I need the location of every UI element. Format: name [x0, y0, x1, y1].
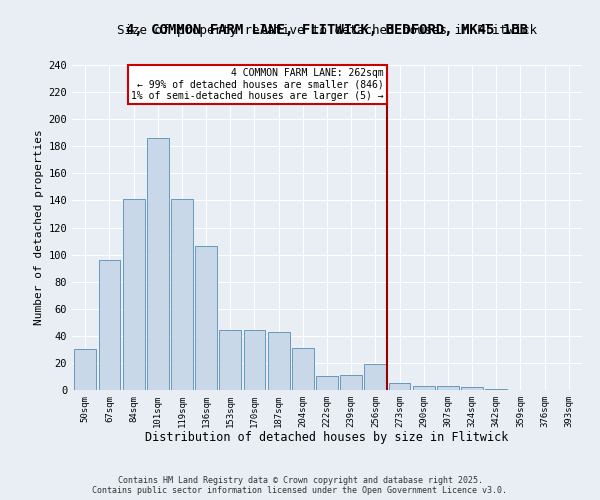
Bar — [268, 332, 290, 390]
Bar — [316, 376, 338, 390]
Bar — [292, 348, 314, 390]
Text: 4, COMMON FARM LANE, FLITWICK, BEDFORD, MK45 1BB: 4, COMMON FARM LANE, FLITWICK, BEDFORD, … — [126, 24, 528, 38]
Title: Size of property relative to detached houses in Flitwick: Size of property relative to detached ho… — [117, 24, 537, 38]
Bar — [195, 246, 217, 390]
Y-axis label: Number of detached properties: Number of detached properties — [34, 130, 44, 326]
Bar — [98, 260, 121, 390]
Bar — [340, 375, 362, 390]
Bar — [437, 386, 459, 390]
Text: 4 COMMON FARM LANE: 262sqm
← 99% of detached houses are smaller (846)
1% of semi: 4 COMMON FARM LANE: 262sqm ← 99% of deta… — [131, 68, 384, 101]
Bar — [485, 388, 507, 390]
Bar — [389, 383, 410, 390]
Bar — [364, 364, 386, 390]
X-axis label: Distribution of detached houses by size in Flitwick: Distribution of detached houses by size … — [145, 432, 509, 444]
Bar — [461, 388, 483, 390]
Bar — [147, 138, 169, 390]
Bar — [171, 199, 193, 390]
Bar — [244, 330, 265, 390]
Text: Contains HM Land Registry data © Crown copyright and database right 2025.
Contai: Contains HM Land Registry data © Crown c… — [92, 476, 508, 495]
Bar — [220, 330, 241, 390]
Bar — [123, 199, 145, 390]
Bar — [413, 386, 434, 390]
Bar — [74, 350, 96, 390]
